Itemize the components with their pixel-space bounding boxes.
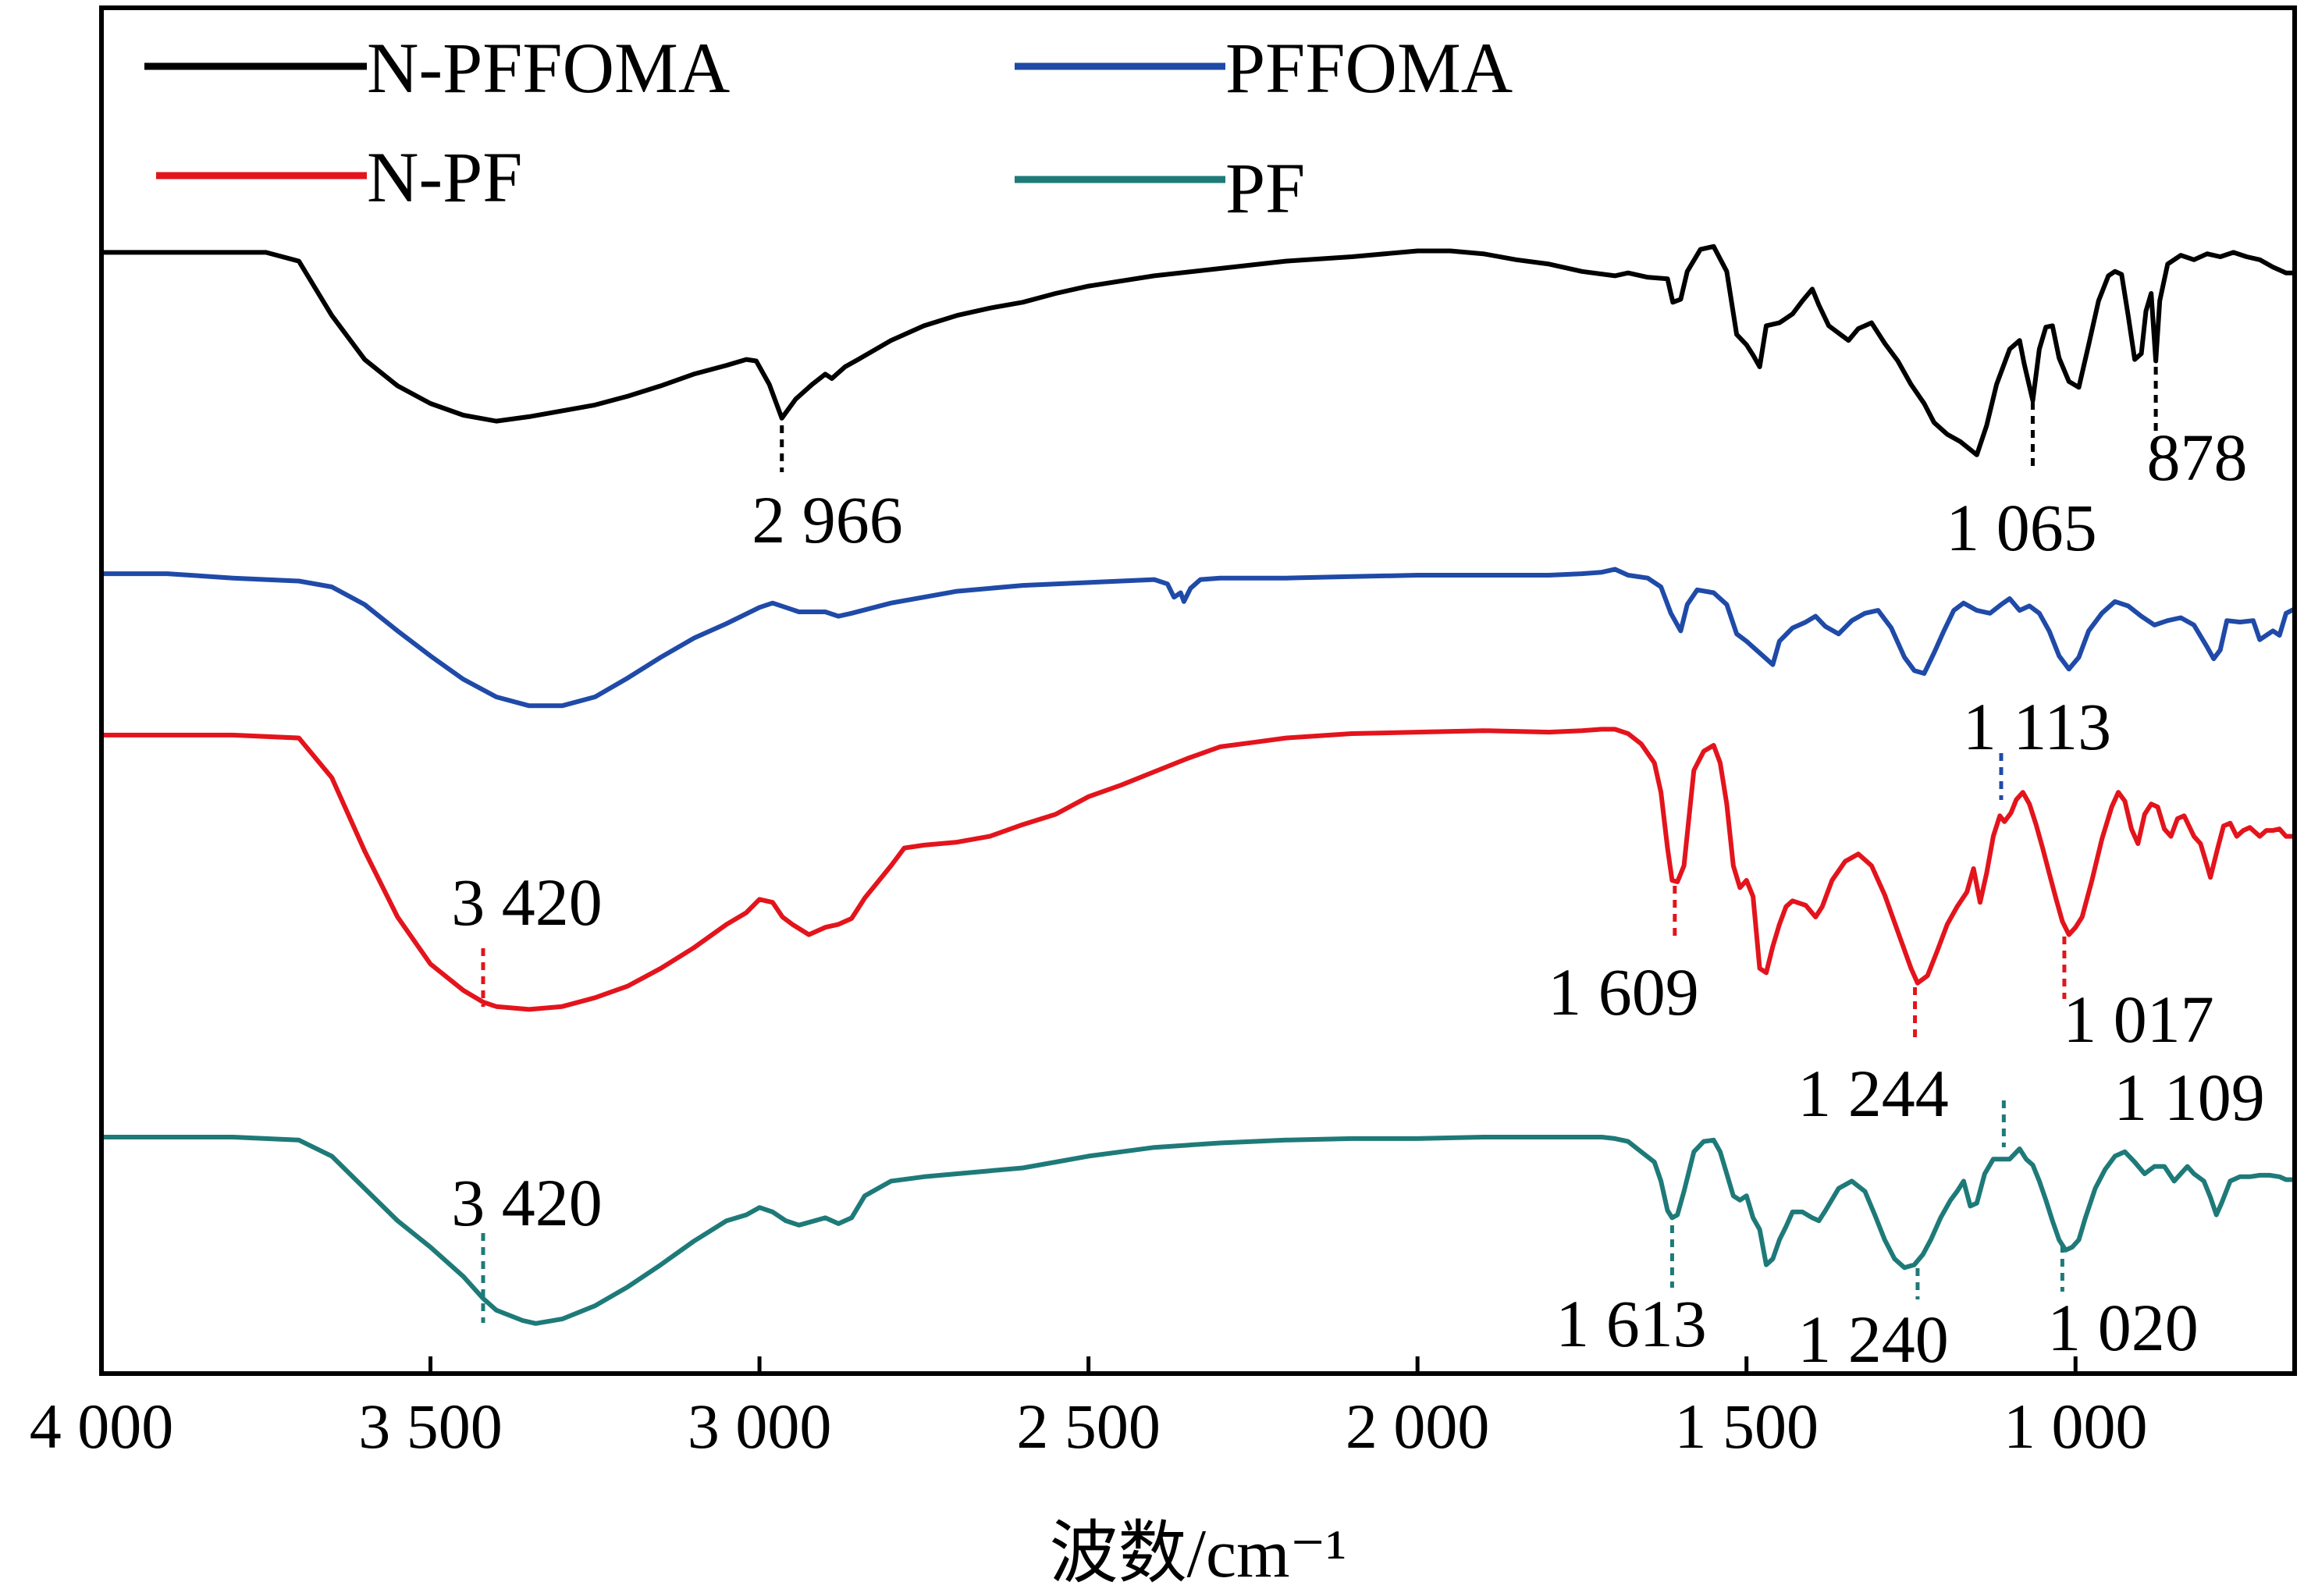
peak-label: 1 017: [2063, 982, 2214, 1057]
peak-label: 1 613: [1556, 1286, 1707, 1361]
series-line-pffoma: [99, 567, 2297, 709]
x-tick-label: 3 500: [358, 1391, 503, 1462]
series-line-n-pf: [99, 727, 2297, 1012]
legend: N-PFFOMA PFFOMA N-PF PF: [144, 28, 1513, 228]
x-axis-title: 波数/cm⁻¹: [1050, 1516, 1347, 1592]
x-axis: 4 000 3 500 3 000 2 500 2 000 1 500 1 000: [30, 1356, 2148, 1462]
x-tick-label: 3 000: [688, 1391, 832, 1462]
legend-label: N-PF: [367, 137, 522, 217]
legend-label: N-PFFOMA: [367, 28, 730, 108]
peak-label: 1 065: [1946, 490, 2097, 565]
legend-label: PFFOMA: [1225, 28, 1513, 108]
peak-label: 3 420: [451, 1165, 603, 1240]
peak-label: 1 244: [1797, 1056, 1949, 1131]
peak-label: 1 109: [2114, 1060, 2265, 1135]
peak-label: 1 020: [2047, 1290, 2199, 1365]
peak-label: 878: [2147, 420, 2248, 495]
x-tick-label: 1 000: [2004, 1391, 2148, 1462]
peak-label: 1 240: [1797, 1302, 1949, 1377]
x-tick-label: 4 000: [30, 1391, 174, 1462]
x-tick-label: 2 000: [1346, 1391, 1490, 1462]
x-tick-label: 2 500: [1016, 1391, 1161, 1462]
series-layer: [99, 243, 2297, 1326]
legend-label: PF: [1225, 148, 1305, 228]
series-line-pf: [99, 1135, 2297, 1326]
plot-frame: [99, 5, 2297, 1376]
peak-label: 1 113: [1963, 689, 2111, 764]
peak-label: 3 420: [451, 865, 603, 940]
series-line-n-pffoma: [99, 243, 2297, 457]
peak-label: 1 609: [1548, 954, 1699, 1029]
x-tick-label: 1 500: [1674, 1391, 1819, 1462]
peak-label: 2 966: [752, 482, 903, 557]
